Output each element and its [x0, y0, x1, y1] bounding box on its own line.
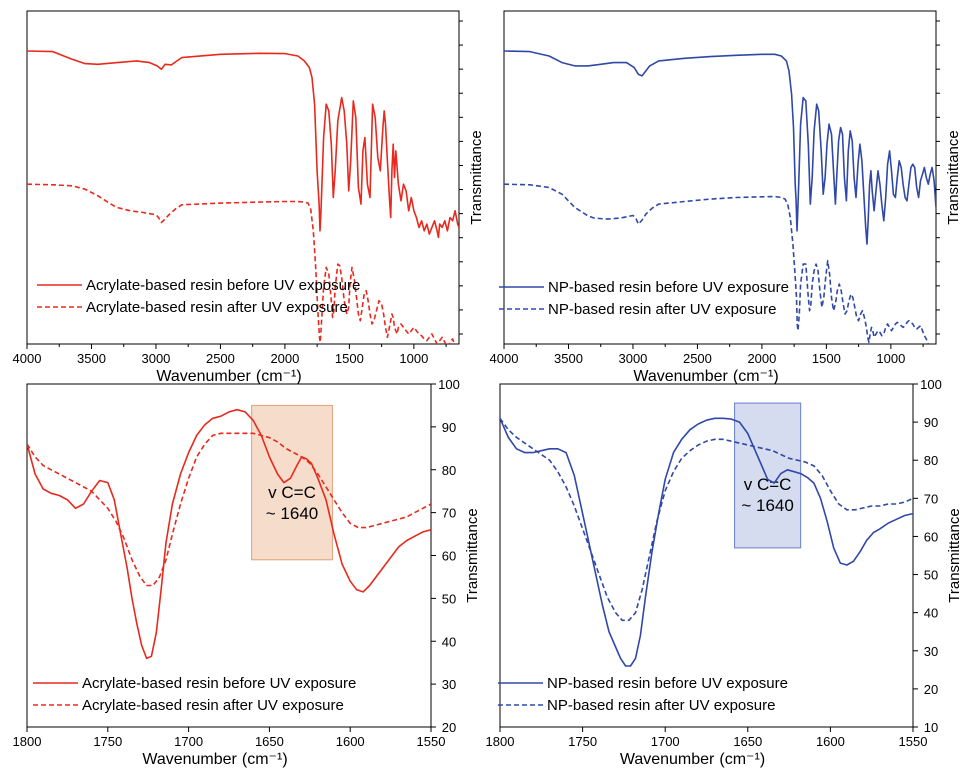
- x-tick-label: 3500: [77, 351, 106, 366]
- annotation-line2: ~ 1640: [741, 496, 793, 515]
- x-tick-label: 3000: [141, 351, 170, 366]
- x-tick-label: 2500: [206, 351, 235, 366]
- annotation-line1: v C=C: [744, 475, 792, 494]
- series-line-before-uv: [27, 50, 459, 239]
- x-tick-label: 1700: [174, 734, 203, 749]
- legend-label: NP-based resin before UV exposure: [548, 279, 789, 296]
- x-tick-label: 1000: [399, 351, 428, 366]
- annotation-line1: v C=C: [268, 483, 316, 502]
- y-axis-label: Transmittance: [468, 130, 485, 224]
- legend-label: Acrylate-based resin after UV exposure: [86, 299, 348, 316]
- legend-label: Acrylate-based resin before UV exposure: [82, 675, 356, 692]
- plot-frame: [26, 10, 460, 345]
- y-tick-label: 50: [442, 591, 456, 606]
- y-tick-label: 20: [924, 682, 938, 697]
- y-tick-label: 90: [924, 415, 938, 430]
- series-line-before-uv: [27, 408, 431, 660]
- x-axis-label-name: Wavenumber: [156, 368, 251, 385]
- x-tick-label: 1750: [93, 734, 122, 749]
- x-tick-label: 1800: [486, 734, 515, 749]
- x-axis-label: Wavenumber (cm⁻¹): [620, 751, 765, 768]
- y-tick-label: 10: [924, 720, 938, 735]
- y-tick-label: 100: [438, 377, 460, 392]
- y-tick-label: 60: [924, 529, 938, 544]
- x-tick-label: 1000: [876, 351, 905, 366]
- plot-frame: [503, 10, 937, 345]
- legend-label: Acrylate-based resin before UV exposure: [86, 277, 360, 294]
- panel-top-left-acrylate-full-spectrum: 4000 3500 3000 2500 2000 1500 1000 Wavenumber (c…: [13, 10, 485, 385]
- x-tick-label: 1550: [899, 734, 928, 749]
- y-tick-label: 90: [442, 420, 456, 435]
- x-axis-label-unit: (cm⁻¹): [733, 368, 779, 385]
- plot-frame: [499, 383, 914, 728]
- x-tick-label: 2000: [747, 351, 776, 366]
- y-tick-label: 80: [924, 453, 938, 468]
- y-tick-label: 80: [442, 463, 456, 478]
- x-tick-label: 1550: [417, 734, 446, 749]
- x-axis-label: Wavenumber (cm⁻¹): [156, 368, 301, 385]
- x-tick-label: 3500: [554, 351, 583, 366]
- x-tick-label: 2000: [270, 351, 299, 366]
- y-tick-label: 60: [442, 549, 456, 564]
- x-tick-label: 1600: [336, 734, 365, 749]
- x-axis-label-name: Wavenumber: [620, 751, 715, 768]
- y-axis-label: Transmittance: [946, 508, 963, 602]
- y-tick-label: 70: [924, 491, 938, 506]
- x-axis-label-name: Wavenumber: [142, 751, 237, 768]
- x-tick-label: 1500: [812, 351, 841, 366]
- y-axis-label: Transmittance: [464, 508, 481, 602]
- y-tick-label: 20: [442, 720, 456, 735]
- y-tick-label: 30: [442, 677, 456, 692]
- highlight-region: [734, 402, 802, 549]
- series-line-after-uv: [504, 183, 930, 344]
- annotation-line2: ~ 1640: [266, 504, 318, 523]
- y-tick-label: 40: [924, 606, 938, 621]
- legend-label: NP-based resin after UV exposure: [548, 301, 776, 318]
- x-tick-label: 1650: [255, 734, 284, 749]
- x-tick-label: 1600: [816, 734, 845, 749]
- legend-label: NP-based resin after UV exposure: [547, 697, 775, 714]
- x-axis-label-unit: (cm⁻¹): [719, 751, 765, 768]
- y-tick-label: 30: [924, 644, 938, 659]
- x-tick-label: 1650: [733, 734, 762, 749]
- x-axis-label: Wavenumber (cm⁻¹): [633, 368, 778, 385]
- series-line-after-uv: [500, 417, 913, 622]
- y-tick-label: 70: [442, 506, 456, 521]
- x-tick-label: 4000: [490, 351, 519, 366]
- y-axis-label: Transmittance: [945, 130, 962, 224]
- series-line-after-uv: [27, 183, 456, 344]
- x-axis-label-unit: (cm⁻¹): [242, 751, 288, 768]
- series-line-before-uv: [504, 50, 936, 245]
- y-tick-label: 50: [924, 568, 938, 583]
- series-line-before-uv: [500, 417, 913, 667]
- x-axis-label: Wavenumber (cm⁻¹): [142, 751, 287, 768]
- x-axis-label-name: Wavenumber: [633, 368, 728, 385]
- x-tick-label: 2500: [683, 351, 712, 366]
- panel-top-right-np-full-spectrum: 4000 3500 3000 2500 2000 1500 1000 Wavenumber (c…: [490, 10, 962, 385]
- y-tick-label: 40: [442, 634, 456, 649]
- x-axis-label-unit: (cm⁻¹): [256, 368, 302, 385]
- x-tick-label: 3000: [618, 351, 647, 366]
- series-line-after-uv: [27, 432, 431, 587]
- x-tick-label: 1700: [651, 734, 680, 749]
- y-tick-label: 100: [920, 377, 942, 392]
- x-tick-label: 4000: [13, 351, 42, 366]
- x-tick-label: 1800: [13, 734, 42, 749]
- legend-label: Acrylate-based resin after UV exposure: [82, 697, 344, 714]
- x-tick-label: 1500: [335, 351, 364, 366]
- x-tick-label: 1750: [568, 734, 597, 749]
- legend-label: NP-based resin before UV exposure: [547, 675, 788, 692]
